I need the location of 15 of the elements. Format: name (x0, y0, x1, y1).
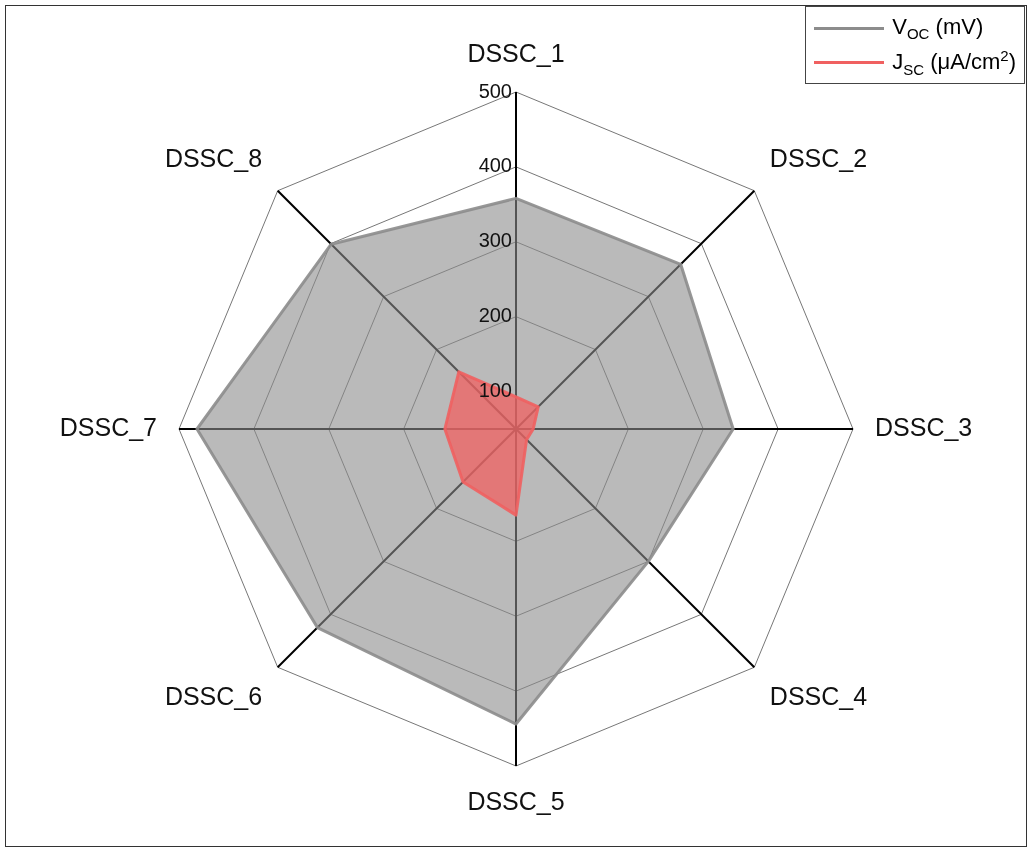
legend-label: V$_{OC}$ (mV) (892, 13, 984, 43)
y-tick-label: 300 (478, 229, 512, 252)
spoke-label: DSSC_3 (875, 412, 973, 441)
spoke-label: DSSC_1 (467, 38, 565, 67)
spoke-label: DSSC_6 (164, 681, 263, 710)
y-tick-label: 200 (478, 304, 512, 327)
spoke-label: DSSC_8 (164, 144, 263, 173)
y-tick-label: 400 (478, 154, 512, 177)
spoke-label: DSSC_4 (769, 681, 868, 710)
spoke-label: DSSC_2 (769, 144, 868, 173)
y-tick-label: 100 (478, 379, 512, 402)
y-tick-label: 500 (478, 79, 512, 102)
spoke-label: DSSC_5 (467, 786, 565, 815)
spoke-label: DSSC_7 (59, 412, 157, 441)
legend-label: J$_{SC}$ (μA/cm$^{2}$) (892, 46, 1016, 78)
